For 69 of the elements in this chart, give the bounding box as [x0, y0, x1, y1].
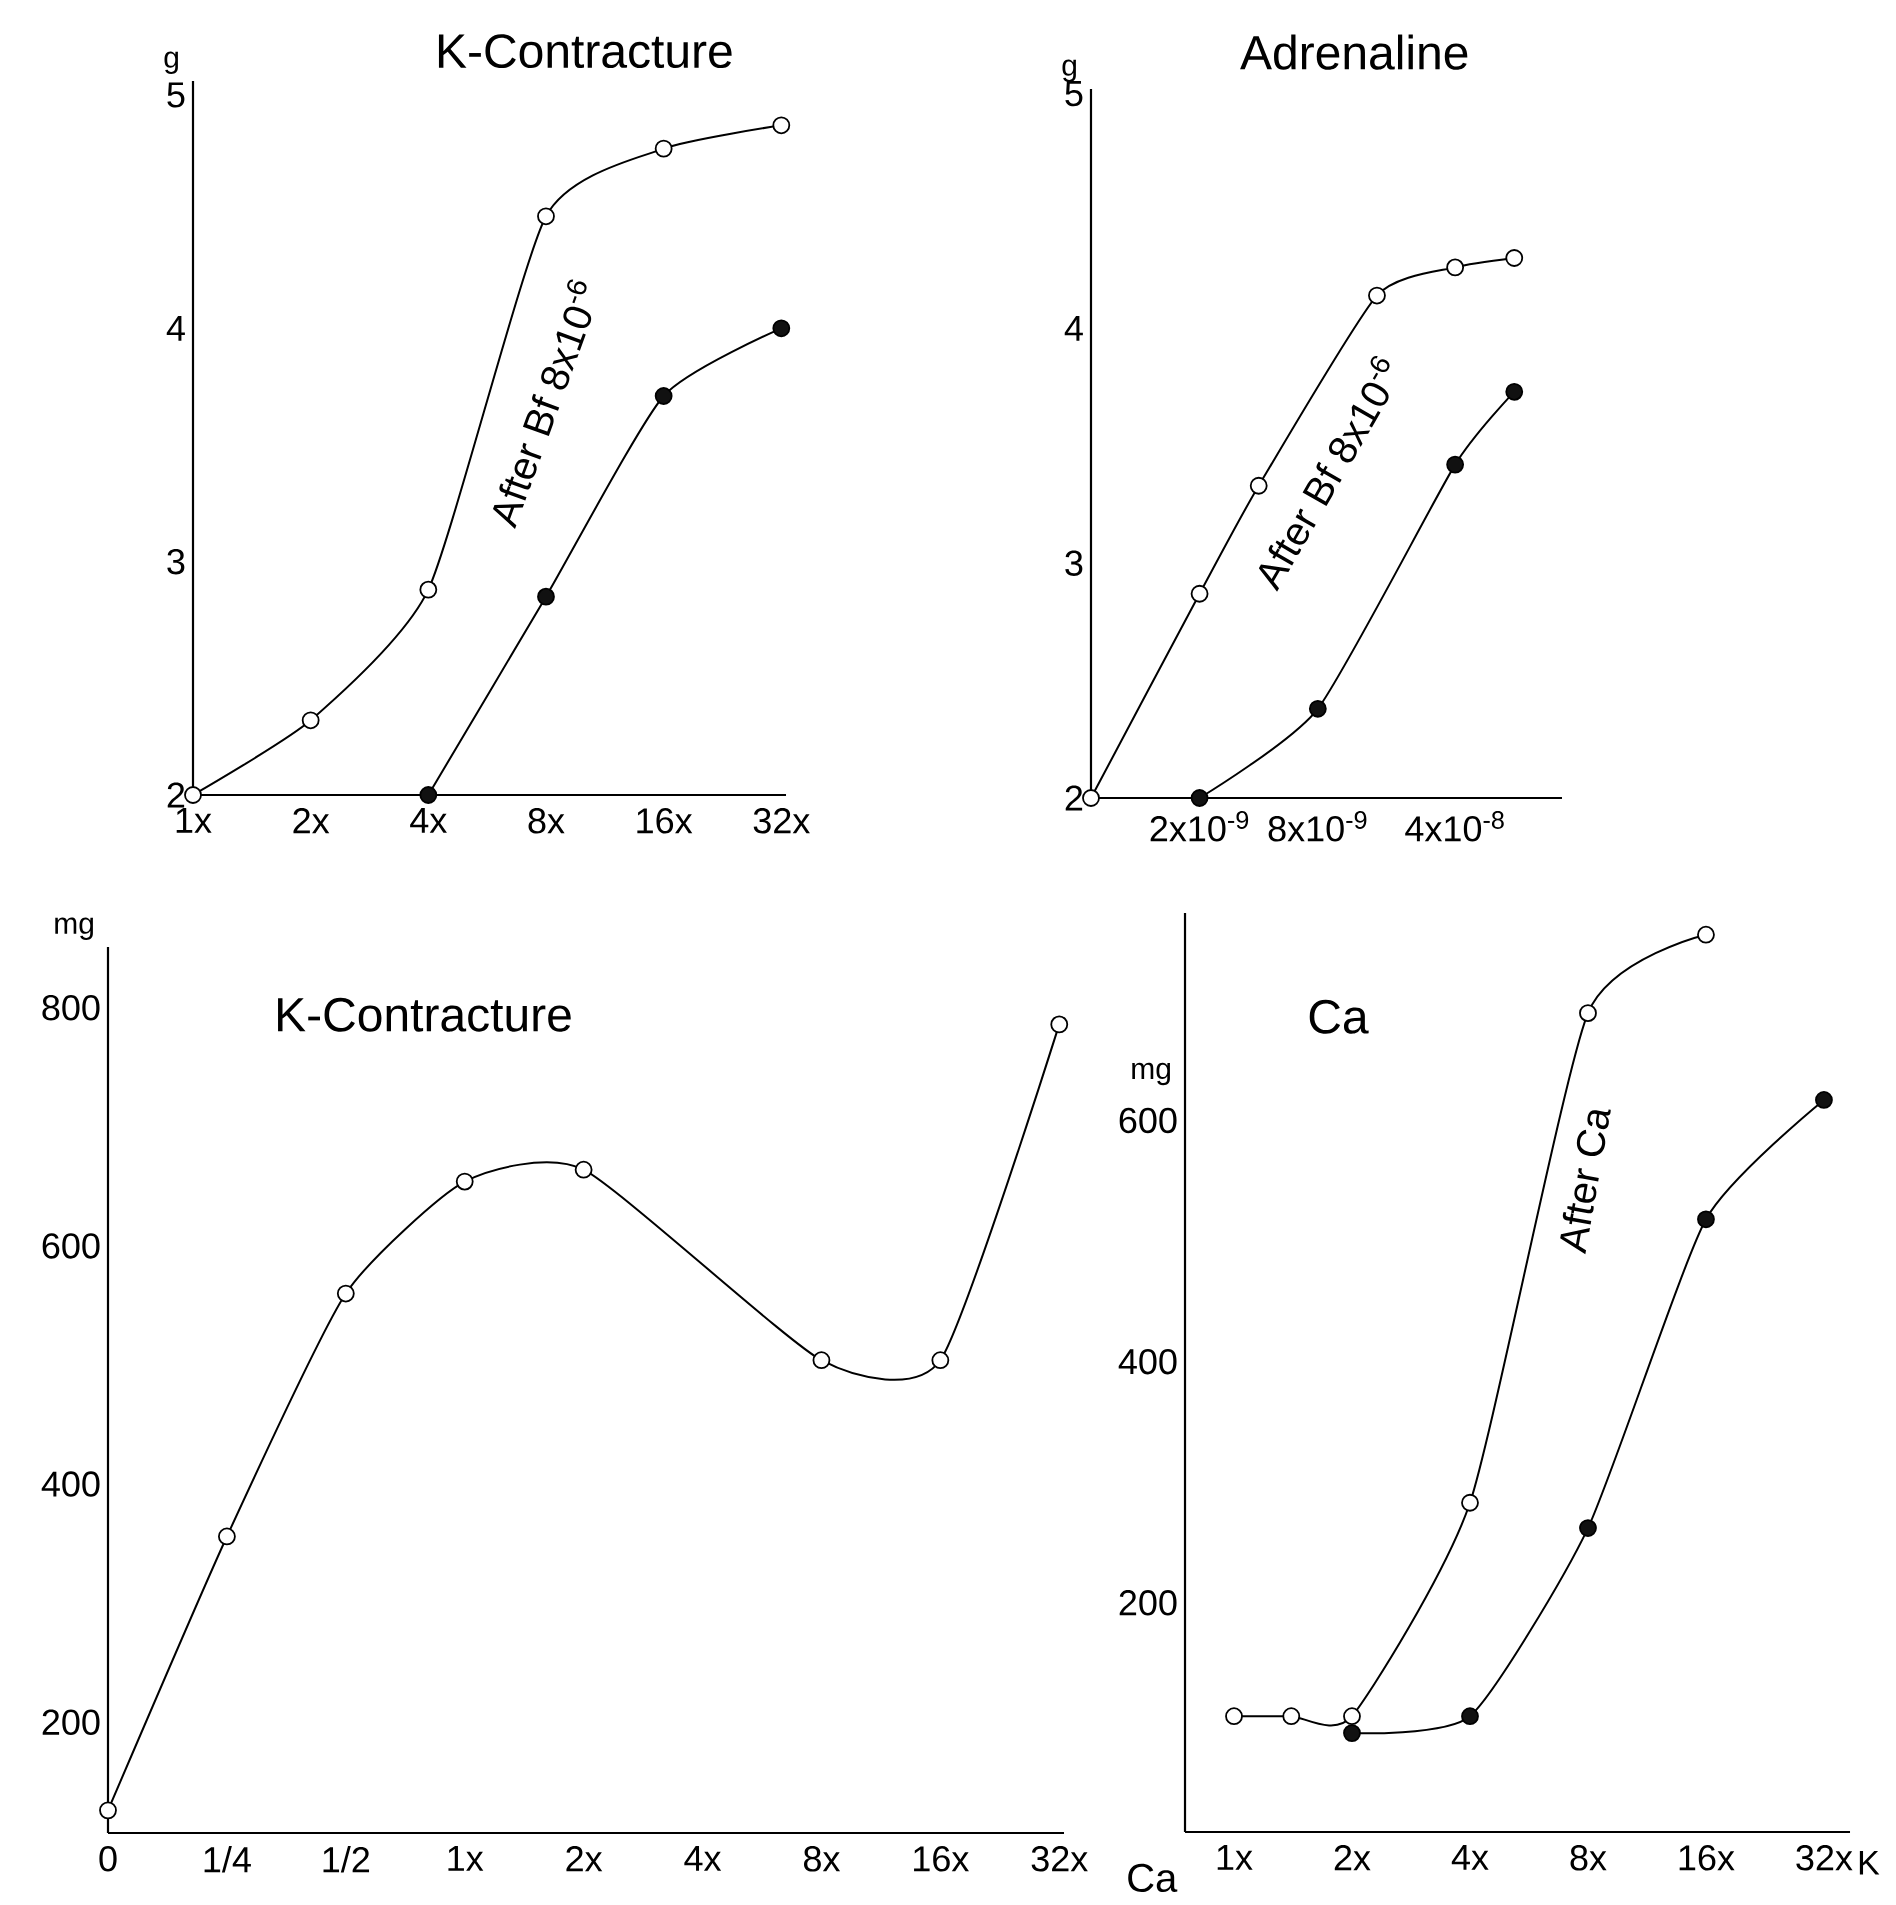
annotation: After Bf 8x10$^{-6}$ [492, 279, 592, 529]
x-tick-label: 1/4 [204, 1846, 251, 1873]
x-tick-label: 1/2 [323, 1846, 370, 1873]
text: K-Contracture [278, 997, 571, 1032]
point [654, 387, 673, 405]
y-tick-label: 5 [167, 82, 185, 108]
y-tick-label: 3 [167, 548, 185, 575]
point [184, 786, 202, 804]
x-tick-label: 16x [914, 1846, 969, 1872]
x-tick-label: 8x [1570, 1845, 1607, 1871]
chart-title: Adrenaline [1240, 34, 1468, 70]
y-tick-label: 800 [42, 994, 100, 1021]
x-tick-label: 2x10$^{-9}$ [1150, 811, 1249, 842]
x-tick-label: 16x [1679, 1845, 1735, 1871]
y-tick-label: 2 [167, 782, 185, 808]
x-tick-label: 4x10$^{-8}$ [1405, 811, 1504, 842]
y-tick-label: 2 [1065, 785, 1083, 811]
x-tick-label: 1x [448, 1846, 484, 1871]
x-tick-label: 4x [410, 808, 447, 833]
point [574, 1160, 593, 1179]
y-tick-label: 4 [166, 315, 185, 341]
x-tick-label: 32x [1031, 1846, 1088, 1872]
x-tick-label: 32x [1796, 1845, 1853, 1871]
point [654, 139, 673, 158]
y-tick-label: 4 [1064, 316, 1083, 341]
y-tick-label: 600 [42, 1233, 100, 1259]
x-tick-label: 8x10$^{-9}$ [1268, 811, 1367, 842]
x-tick-label: 32x [753, 808, 810, 834]
point [336, 1284, 355, 1303]
chart-title: K-Contracture [438, 34, 732, 69]
y-tick-label: 400 [1118, 1348, 1177, 1375]
y-tick-label: 400 [41, 1471, 100, 1497]
point [455, 1172, 474, 1191]
point [1050, 1015, 1069, 1034]
point [812, 1351, 831, 1370]
y-axis-title: g [1062, 59, 1076, 82]
point [301, 711, 320, 730]
point [419, 786, 438, 804]
point [537, 587, 555, 606]
annotation: After Ca [1560, 1109, 1611, 1255]
point [537, 207, 555, 226]
x-tick-label: 1x [1217, 1845, 1253, 1870]
y-axis-title: g [164, 51, 178, 74]
point [772, 116, 791, 135]
x-tick-label: 4x [1451, 1845, 1489, 1870]
y-tick-label: 600 [1119, 1107, 1177, 1134]
y-tick-label: 200 [1119, 1590, 1177, 1616]
x-tick-label: 2x [566, 1846, 603, 1872]
x-axis-title: K [1859, 1851, 1880, 1875]
y-tick-label: 5 [1065, 81, 1083, 107]
x-tick-label: 8x [528, 808, 565, 834]
text: Ca [1309, 999, 1369, 1034]
x-tick-label: 1x [176, 808, 212, 833]
point [772, 319, 791, 338]
x-tick-label: 2x [1334, 1845, 1371, 1871]
x-tick-label: 4x [684, 1846, 722, 1871]
point [419, 580, 438, 599]
x-tick-label: 2x [293, 808, 330, 834]
point [99, 1801, 117, 1820]
y-tick-label: 3 [1065, 550, 1083, 576]
y-axis-title: mg [55, 917, 93, 940]
text: Ca [1128, 1863, 1178, 1893]
y-axis-title: mg [1132, 1062, 1170, 1086]
y-tick-label: 200 [42, 1709, 100, 1735]
point [218, 1527, 236, 1546]
x-tick-label: 0 [99, 1846, 117, 1872]
x-tick-label: 16x [637, 808, 693, 834]
point [931, 1351, 950, 1370]
x-tick-label: 8x [804, 1846, 841, 1872]
